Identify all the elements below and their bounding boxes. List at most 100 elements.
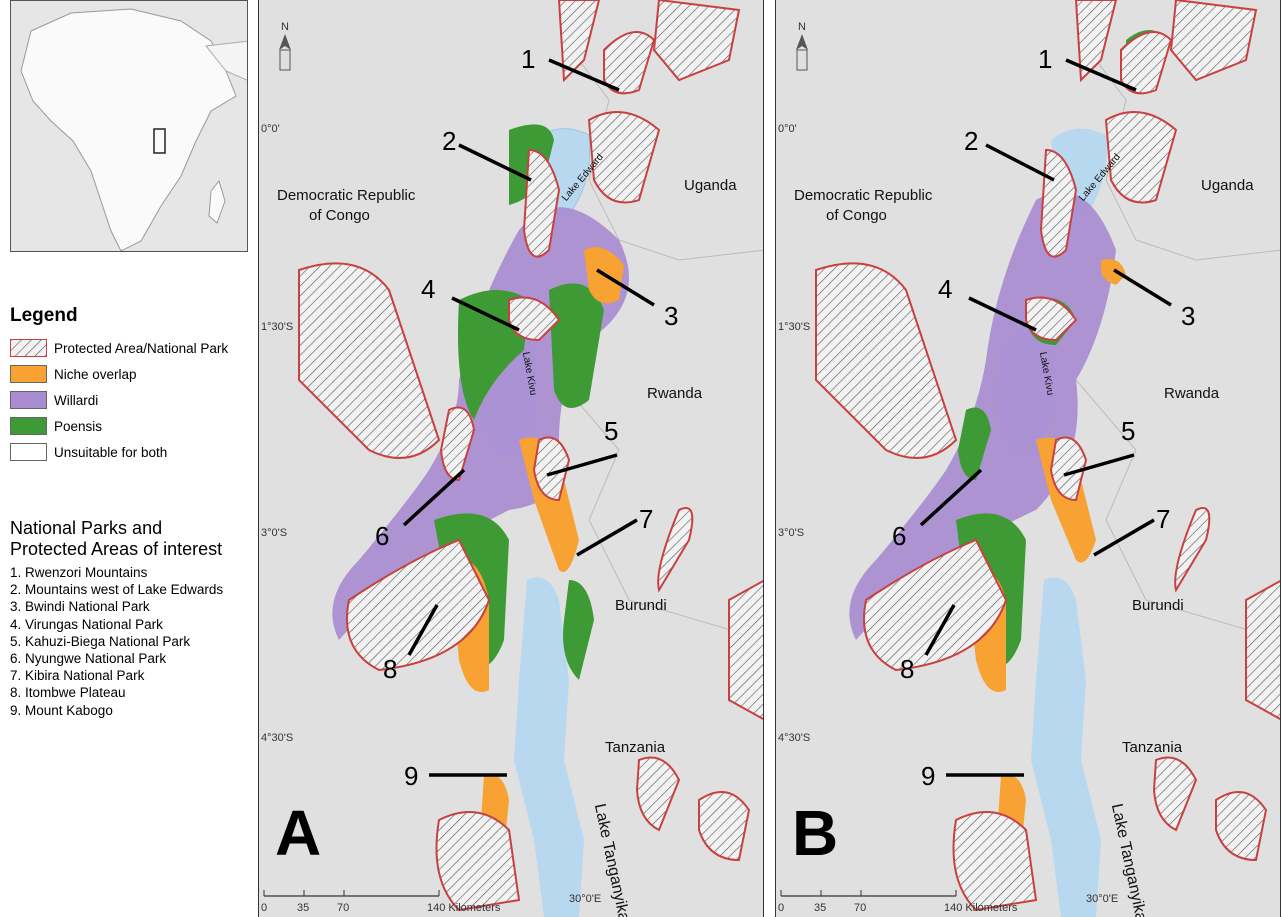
- protected-area: [863, 538, 1008, 672]
- site-number: 4: [421, 274, 435, 304]
- poensis-range: [563, 580, 594, 680]
- protected-area: [815, 262, 958, 459]
- country-label-drc-2: of Congo: [309, 207, 370, 224]
- protected-area: [346, 538, 491, 672]
- legend-item-poensis: Poensis: [10, 413, 260, 439]
- study-area-marker: [153, 128, 166, 154]
- scale-tick: 0: [778, 902, 784, 914]
- lat-label-3: 3°0'S: [778, 527, 804, 539]
- protected-area: [652, 0, 741, 82]
- map-panel-b: N 0°0' 1°30'S 3°0'S 4°30'S 30°0'E Democr…: [775, 0, 1281, 917]
- protected-area: [728, 579, 763, 721]
- park-item: 3. Bwindi National Park: [10, 599, 150, 615]
- legend-label: Niche overlap: [54, 366, 137, 382]
- protected-area: [587, 111, 661, 204]
- lake-tanganyika-shape: [1031, 577, 1101, 917]
- lon-label-30: 30°0'E: [1086, 893, 1118, 905]
- legend-item-protected: Protected Area/National Park: [10, 335, 260, 361]
- site-number: 5: [1121, 416, 1135, 446]
- scale-tick: 35: [814, 902, 826, 914]
- panel-letter: A: [275, 797, 321, 869]
- site-number: 1: [1038, 44, 1052, 74]
- protected-area: [1104, 111, 1178, 204]
- lat-label-0: 0°0': [778, 123, 797, 135]
- protected-area: [1169, 0, 1258, 82]
- legend-label: Unsuitable for both: [54, 444, 168, 460]
- legend: Legend Protected Area/National Park Nich…: [10, 305, 260, 465]
- protected-area: [1074, 0, 1118, 83]
- protected-area: [435, 811, 521, 912]
- park-item: 5. Kahuzi-Biega National Park: [10, 633, 191, 649]
- country-label-tanzania: Tanzania: [605, 739, 666, 756]
- legend-label: Poensis: [54, 418, 103, 434]
- protected-area: [557, 0, 601, 83]
- lat-label-3: 3°0'S: [261, 527, 287, 539]
- protected-area: [532, 436, 571, 502]
- legend-label: Protected Area/National Park: [54, 340, 229, 356]
- scale-tick: 70: [854, 902, 866, 914]
- lon-label-30: 30°0'E: [569, 893, 601, 905]
- parks-title-line2: Protected Areas of interest: [10, 539, 223, 559]
- scale-bar: 0 35 70 140 Kilometers: [778, 890, 1018, 914]
- niche-overlap-area: [1101, 259, 1126, 285]
- park-item: 8. Itombwe Plateau: [10, 685, 126, 701]
- protected-area: [1174, 507, 1211, 593]
- park-item: 4. Virungas National Park: [10, 616, 163, 632]
- lake-tanganyika-shape: [514, 577, 584, 917]
- country-label-rwanda: Rwanda: [1164, 385, 1220, 402]
- legend-item-unsuitable: Unsuitable for both: [10, 439, 260, 465]
- poensis-range: [958, 407, 991, 480]
- park-item: 9. Mount Kabogo: [10, 702, 113, 718]
- site-number: 7: [1156, 504, 1170, 534]
- legend-item-willardi: Willardi: [10, 387, 260, 413]
- site-number: 8: [900, 654, 914, 684]
- country-label-tanzania: Tanzania: [1122, 739, 1183, 756]
- protected-area: [1152, 756, 1198, 832]
- protected-area: [1245, 579, 1280, 721]
- legend-title: Legend: [10, 305, 78, 326]
- site-number: 3: [664, 301, 678, 331]
- legend-item-niche-overlap: Niche overlap: [10, 361, 260, 387]
- scale-tick: 140 Kilometers: [427, 902, 501, 914]
- protected-area: [1215, 791, 1268, 862]
- country-label-burundi: Burundi: [615, 597, 667, 614]
- country-label-rwanda: Rwanda: [647, 385, 703, 402]
- country-label-drc: Democratic Republic: [794, 187, 933, 204]
- site-number: 2: [964, 126, 978, 156]
- park-item: 6. Nyungwe National Park: [10, 651, 167, 667]
- scale-tick: 70: [337, 902, 349, 914]
- protected-area: [298, 262, 441, 459]
- protected-area: [657, 507, 694, 593]
- lat-label-430: 4°30'S: [778, 732, 810, 744]
- scale-tick: 0: [261, 902, 267, 914]
- lat-label-130: 1°30'S: [261, 321, 293, 333]
- parks-title-line1: National Parks and: [10, 518, 163, 538]
- site-number: 6: [892, 521, 906, 551]
- site-number: 3: [1181, 301, 1195, 331]
- country-label-drc: Democratic Republic: [277, 187, 416, 204]
- country-label-burundi: Burundi: [1132, 597, 1184, 614]
- site-number: 8: [383, 654, 397, 684]
- protected-area: [522, 148, 561, 258]
- park-item: 2. Mountains west of Lake Edwards: [10, 582, 224, 598]
- site-number: 5: [604, 416, 618, 446]
- scale-tick: 35: [297, 902, 309, 914]
- site-number: 2: [442, 126, 456, 156]
- country-label-uganda: Uganda: [684, 177, 737, 194]
- park-item: 1. Rwenzori Mountains: [10, 565, 148, 580]
- parks-title: National Parks and Protected Areas of in…: [10, 518, 270, 560]
- site-number: 9: [404, 761, 418, 791]
- map-panel-a: N 0°0' 1°30'S 3°0'S 4°30'S 30°0'E Democr…: [258, 0, 764, 917]
- protected-area: [635, 756, 681, 832]
- site-number: 1: [521, 44, 535, 74]
- protected-area: [439, 406, 476, 482]
- protected-area: [698, 791, 751, 862]
- panel-letter: B: [792, 797, 838, 869]
- site-number: 9: [921, 761, 935, 791]
- site-number: 7: [639, 504, 653, 534]
- country-label-uganda: Uganda: [1201, 177, 1254, 194]
- protected-area: [1049, 436, 1088, 502]
- scale-bar: 0 35 70 140 Kilometers: [261, 890, 501, 914]
- site-number: 6: [375, 521, 389, 551]
- lat-label-0: 0°0': [261, 123, 280, 135]
